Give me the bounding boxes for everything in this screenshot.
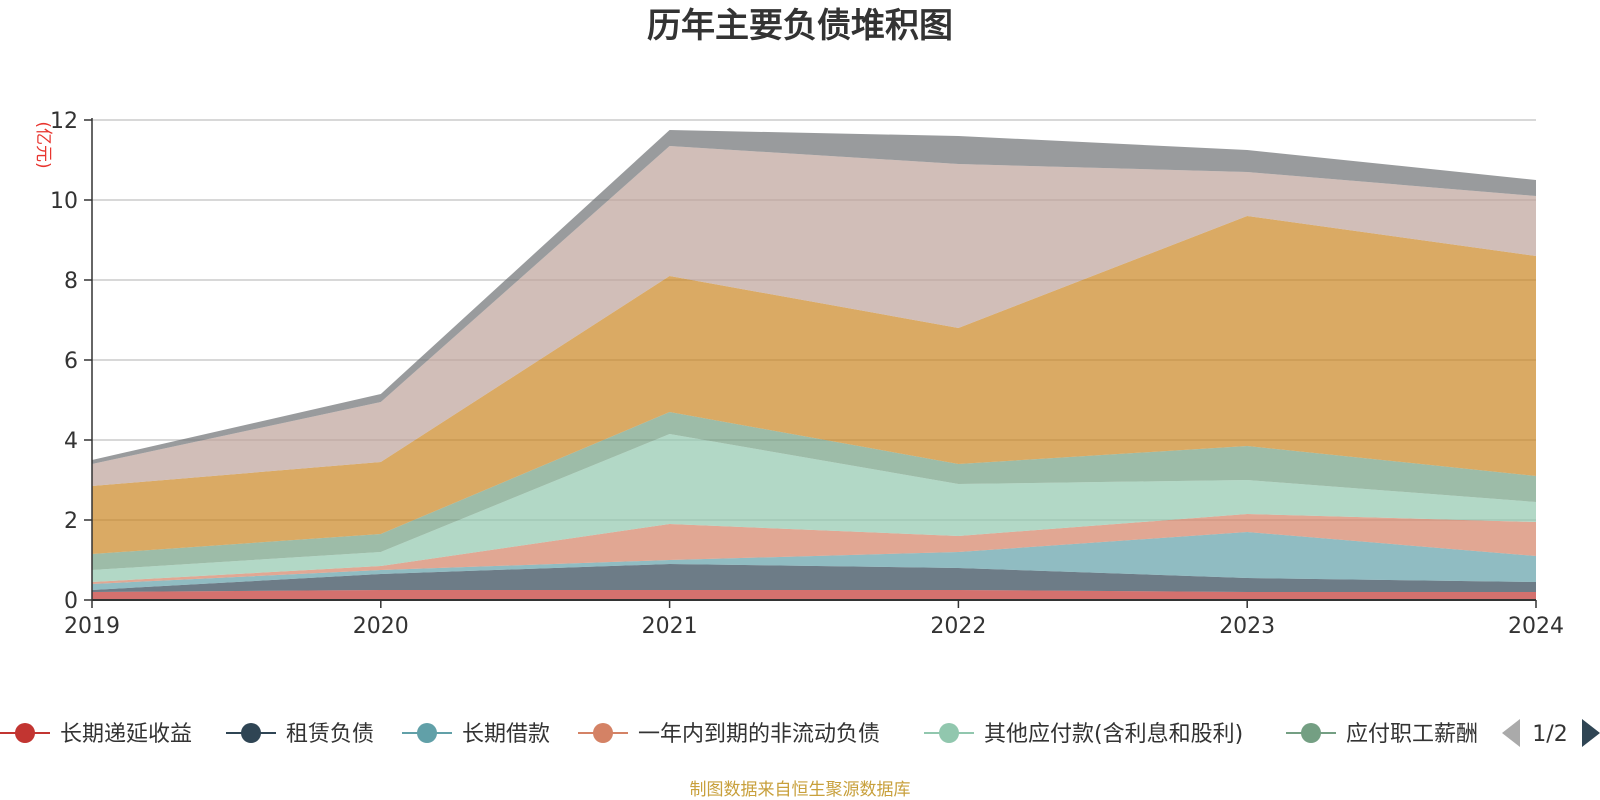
x-tick-label: 2021 — [642, 614, 698, 639]
area-series-5 — [92, 412, 1536, 570]
y-axis-unit-label: (亿元) — [33, 121, 53, 168]
area-series-1 — [92, 564, 1536, 592]
area-series-7 — [92, 146, 1536, 486]
legend-label: 一年内到期的非流动负债 — [638, 722, 880, 747]
legend-label: 长期借款 — [462, 722, 550, 747]
legend-items: 长期递延收益 租赁负债 长期借款 一年内到期的非流动负债 其他应付款(含利息和股利) 应付… — [0, 722, 1478, 747]
legend-item[interactable]: 应付职工薪酬 — [1286, 722, 1478, 747]
area-series-2 — [92, 532, 1536, 590]
legend-item[interactable]: 租赁负债 — [226, 722, 374, 747]
legend-dot-marker — [15, 723, 35, 743]
axes: 0 2 4 6 8 10 12 2019 2020 2021 2022 2023 2024 — [50, 109, 1564, 639]
legend-item[interactable]: 一年内到期的非流动负债 — [578, 722, 880, 747]
legend-dot-marker — [939, 723, 959, 743]
area-series-0 — [92, 590, 1536, 600]
legend-label: 应付职工薪酬 — [1346, 722, 1478, 747]
x-tick-label: 2022 — [930, 614, 986, 639]
legend-item[interactable]: 长期递延收益 — [0, 722, 192, 747]
legend-label: 租赁负债 — [286, 722, 374, 747]
x-tick-label: 2024 — [1508, 614, 1564, 639]
y-tick-label: 6 — [64, 349, 78, 374]
data-source-note: 制图数据来自恒生聚源数据库 — [690, 780, 911, 800]
legend-item[interactable]: 其他应付款(含利息和股利) — [924, 722, 1243, 747]
legend-label: 其他应付款(含利息和股利) — [984, 722, 1243, 747]
area-series-6 — [92, 216, 1536, 554]
chart-title: 历年主要负债堆积图 — [647, 6, 953, 46]
y-tick-label: 8 — [64, 269, 78, 294]
legend-dot-marker — [593, 723, 613, 743]
y-tick-label: 2 — [64, 509, 78, 534]
legend[interactable]: 长期递延收益 租赁负债 长期借款 一年内到期的非流动负债 其他应付款(含利息和股利) 应付… — [0, 719, 1600, 747]
x-tick-label: 2023 — [1219, 614, 1275, 639]
legend-label: 长期递延收益 — [60, 722, 192, 747]
area-series-4 — [92, 434, 1536, 582]
x-tick-label: 2019 — [64, 614, 120, 639]
legend-page-indicator: 1/2 — [1532, 722, 1567, 747]
y-tick-label: 10 — [50, 189, 78, 214]
legend-item[interactable]: 长期借款 — [402, 722, 550, 747]
y-tick-label: 4 — [64, 429, 78, 454]
y-tick-label: 12 — [50, 109, 78, 134]
area-series-8 — [92, 130, 1536, 464]
legend-dot-marker — [417, 723, 437, 743]
x-tick-label: 2020 — [353, 614, 409, 639]
stacked-areas — [92, 130, 1536, 600]
legend-prev-page-icon[interactable] — [1502, 719, 1520, 747]
area-series-3 — [92, 514, 1536, 584]
legend-next-page-icon[interactable] — [1582, 719, 1600, 747]
legend-dot-marker — [1301, 723, 1321, 743]
legend-dot-marker — [241, 723, 261, 743]
y-tick-label: 0 — [64, 589, 78, 614]
